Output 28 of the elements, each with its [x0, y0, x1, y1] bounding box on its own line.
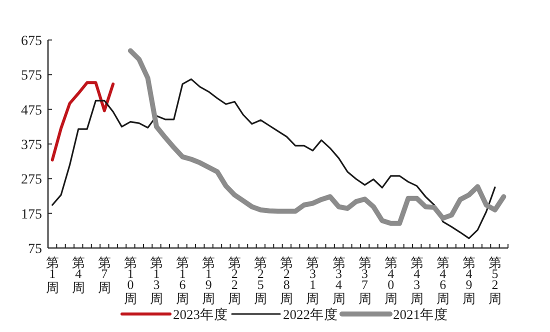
- y-tick-label: 75: [28, 242, 42, 257]
- x-tick-label: 第10周: [124, 255, 137, 306]
- y-tick-label: 575: [21, 68, 42, 84]
- x-tick-label: 第40周: [384, 255, 398, 306]
- x-tick-label: 第34周: [332, 255, 346, 306]
- y-tick-label: 175: [21, 207, 42, 222]
- x-tick-label: 第25周: [254, 255, 268, 306]
- x-tick-label: 第52周: [488, 255, 502, 306]
- x-tick-label: 第7周: [98, 255, 111, 295]
- y-tick-label: 375: [21, 138, 42, 153]
- y-tick-label: 675: [21, 34, 42, 49]
- y-tick-label: 275: [21, 172, 42, 188]
- x-tick-label: 第31周: [306, 255, 320, 306]
- legend-label: 2022年度: [283, 307, 338, 322]
- legend-label: 2021年度: [393, 307, 448, 322]
- x-tick-label: 第43周: [410, 255, 424, 306]
- x-tick-label: 第37周: [358, 255, 372, 306]
- x-tick-label: 第4周: [72, 255, 85, 295]
- y-tick-label: 475: [21, 103, 42, 118]
- x-tick-label: 第46周: [436, 255, 450, 306]
- x-tick-label: 第22周: [228, 255, 242, 306]
- x-tick-label: 第1周: [46, 255, 59, 295]
- x-tick-label: 第16周: [176, 255, 190, 306]
- x-tick-label: 第19周: [202, 255, 216, 306]
- x-tick-label: 第13周: [150, 255, 163, 306]
- x-tick-label: 第49周: [462, 255, 476, 306]
- x-tick-label: 第28周: [280, 255, 294, 306]
- legend-label: 2023年度: [173, 307, 228, 322]
